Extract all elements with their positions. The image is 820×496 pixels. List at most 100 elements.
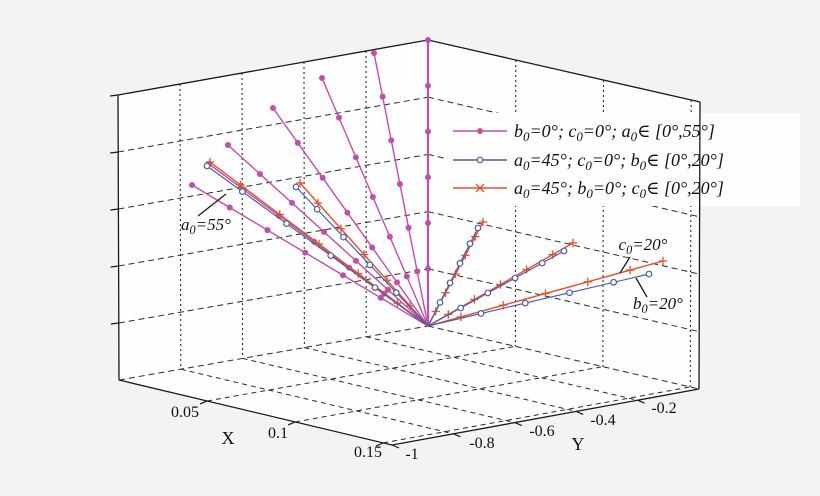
legend-marker bbox=[477, 128, 483, 134]
dot-marker bbox=[340, 272, 347, 279]
dot-marker bbox=[352, 154, 359, 161]
dot-marker bbox=[377, 294, 384, 301]
annotation-leader-line bbox=[619, 256, 631, 274]
dot-marker bbox=[226, 204, 233, 211]
circle-marker bbox=[327, 252, 335, 260]
dot-marker bbox=[335, 114, 342, 121]
legend-item-b0-sweep: a0=45°; c0=0°; b0∈ [0°,20°] bbox=[453, 150, 724, 173]
circle-marker bbox=[566, 289, 573, 297]
tick-labels: 0.05 0.1 0.15 -1 -0.8 -0.6 -0.4 -0.2 bbox=[171, 400, 677, 463]
dot-marker bbox=[294, 139, 301, 146]
z-gridline-left-wall bbox=[118, 268, 429, 324]
circle-marker bbox=[477, 310, 485, 317]
c0-max-annotation: c0=20° bbox=[619, 235, 668, 274]
dot-marker bbox=[369, 194, 376, 201]
z-gridline-left-wall bbox=[118, 153, 429, 210]
b0-max-annotation: b0=20° bbox=[633, 277, 683, 316]
x-tick bbox=[375, 442, 384, 447]
y-tick bbox=[514, 422, 523, 427]
circle-marker bbox=[371, 284, 379, 292]
dot-marker bbox=[353, 257, 359, 264]
circle-marker bbox=[484, 289, 492, 297]
z-gridline-right-wall bbox=[427, 268, 700, 333]
y-tick bbox=[637, 399, 645, 404]
dot-marker bbox=[371, 50, 377, 56]
dot-marker bbox=[321, 228, 327, 235]
dot-marker bbox=[403, 273, 410, 280]
circle-marker bbox=[511, 274, 519, 282]
z-tick bbox=[109, 94, 119, 97]
legend-item-c0-sweep: a0=45°; b0=0°; c0∈ [0°,20°] bbox=[453, 178, 724, 201]
y-tick-label: -0.6 bbox=[529, 423, 554, 440]
y-axis-line bbox=[391, 388, 700, 446]
z-gridline-left-wall bbox=[118, 96, 429, 153]
dot-marker bbox=[311, 238, 318, 245]
dot-marker bbox=[386, 233, 393, 240]
dot-marker bbox=[425, 220, 431, 227]
x-axis-line bbox=[118, 379, 393, 446]
dot-marker bbox=[414, 268, 421, 275]
y-gridline-floor bbox=[242, 357, 515, 424]
legend-item-a0-sweep: b0=0°; c0=0°; a0∈ [0°,55°] bbox=[453, 121, 715, 144]
circle-marker bbox=[203, 162, 211, 170]
x-tick-label: 0.05 bbox=[171, 404, 199, 421]
y-gridline-floor bbox=[304, 347, 577, 412]
x-axis-label: X bbox=[222, 428, 235, 448]
dot-marker bbox=[385, 286, 391, 293]
circle-marker bbox=[238, 188, 246, 196]
dot-marker bbox=[319, 174, 326, 181]
y-tick bbox=[453, 433, 461, 438]
z-tick bbox=[110, 208, 119, 211]
x-tick-label: 0.15 bbox=[354, 444, 382, 461]
circle-marker bbox=[313, 205, 321, 213]
dot-marker bbox=[405, 224, 412, 231]
dot-marker bbox=[270, 105, 276, 111]
dot-marker bbox=[425, 37, 431, 43]
axis-ticks bbox=[109, 94, 645, 449]
x-gridline-floor bbox=[206, 345, 516, 402]
circle-marker bbox=[645, 270, 653, 278]
circle-marker bbox=[456, 259, 464, 267]
dot-marker bbox=[425, 82, 431, 89]
dot-marker bbox=[379, 93, 386, 100]
circle-marker bbox=[340, 233, 347, 241]
dot-marker bbox=[257, 170, 263, 177]
y-tick bbox=[391, 444, 400, 449]
dot-marker bbox=[394, 279, 400, 286]
x-tick-label: 0.1 bbox=[268, 425, 288, 442]
dot-marker bbox=[425, 128, 431, 135]
annotation-leader-line bbox=[197, 193, 227, 217]
y-gridline-floor bbox=[366, 336, 638, 401]
circle-marker bbox=[610, 278, 618, 286]
dot-marker bbox=[189, 182, 195, 188]
legend-label: a0=45°; b0=0°; c0∈ [0°,20°] bbox=[514, 178, 724, 201]
dot-marker bbox=[264, 227, 271, 234]
floor-back-left-edge bbox=[118, 325, 429, 381]
dot-marker bbox=[302, 249, 309, 256]
y-tick-label: -0.8 bbox=[469, 435, 494, 452]
z-gridline-left-wall bbox=[118, 211, 429, 267]
box-left-edge bbox=[117, 94, 120, 381]
dot-marker bbox=[319, 75, 325, 81]
circle-marker bbox=[521, 299, 529, 307]
dot-marker bbox=[425, 265, 431, 272]
z-tick bbox=[110, 265, 119, 268]
annotation-text: c0=20° bbox=[619, 235, 668, 257]
legend-marker bbox=[476, 156, 484, 164]
dot-marker bbox=[369, 244, 376, 251]
x-gridline-floor bbox=[383, 386, 691, 444]
y-tick-label: -1 bbox=[405, 446, 418, 463]
annotations: a0=55° c0=20° b0=20° bbox=[181, 193, 683, 316]
z-tick bbox=[110, 151, 119, 154]
y-axis-label: Y bbox=[572, 434, 585, 454]
floor-back-right-edge bbox=[427, 325, 700, 390]
circle-marker bbox=[283, 220, 290, 228]
annotation-leader-line bbox=[635, 277, 648, 298]
dot-marker bbox=[425, 174, 431, 181]
annotation-text: b0=20° bbox=[633, 294, 683, 316]
circle-marker bbox=[466, 240, 474, 248]
circle-marker bbox=[457, 304, 465, 312]
circle-marker bbox=[392, 289, 400, 297]
legend: b0=0°; c0=0°; a0∈ [0°,55°] a0=45°; c0=0°;… bbox=[453, 121, 724, 201]
